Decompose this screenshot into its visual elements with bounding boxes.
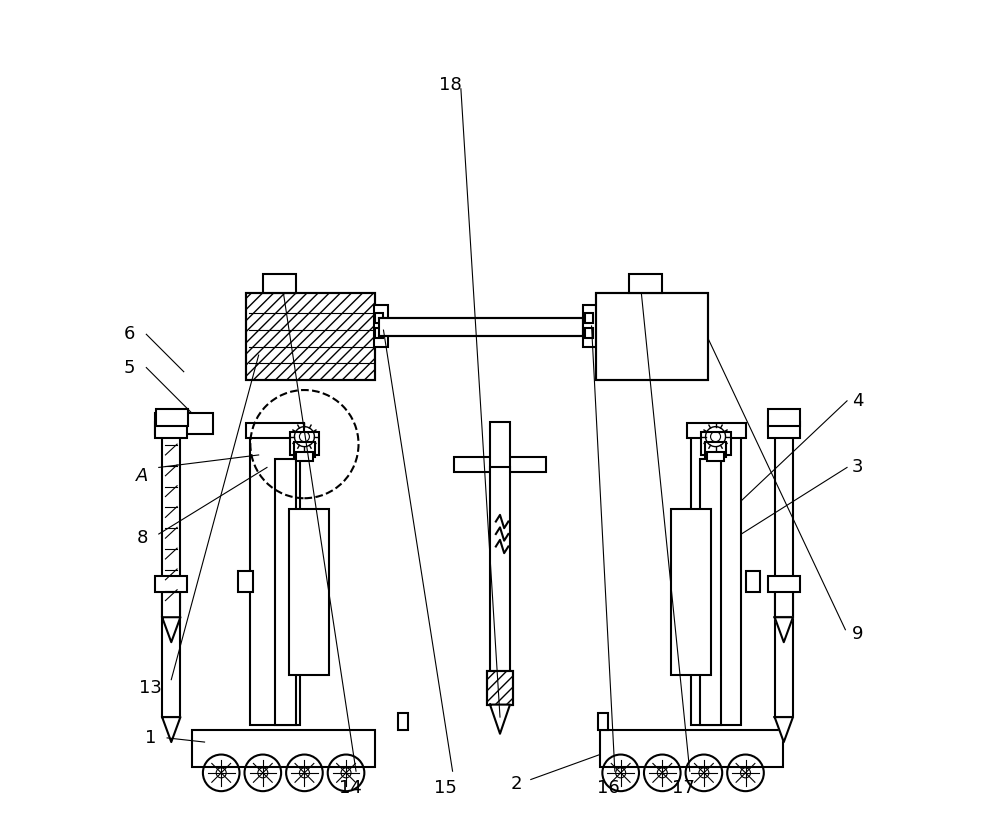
Polygon shape — [490, 705, 510, 734]
Text: 6: 6 — [124, 326, 135, 343]
FancyBboxPatch shape — [374, 305, 388, 347]
FancyBboxPatch shape — [375, 313, 383, 323]
FancyBboxPatch shape — [454, 457, 546, 472]
FancyBboxPatch shape — [600, 730, 783, 767]
FancyBboxPatch shape — [156, 409, 188, 426]
FancyBboxPatch shape — [596, 292, 708, 380]
FancyBboxPatch shape — [192, 730, 375, 767]
FancyBboxPatch shape — [162, 434, 180, 617]
FancyBboxPatch shape — [701, 432, 731, 455]
FancyBboxPatch shape — [598, 713, 608, 730]
Text: 3: 3 — [852, 458, 864, 477]
Text: 16: 16 — [597, 779, 620, 797]
FancyBboxPatch shape — [746, 571, 760, 592]
FancyBboxPatch shape — [294, 442, 315, 457]
FancyBboxPatch shape — [250, 426, 300, 726]
FancyBboxPatch shape — [289, 509, 329, 676]
Polygon shape — [162, 717, 180, 742]
FancyBboxPatch shape — [768, 409, 800, 426]
FancyBboxPatch shape — [398, 713, 408, 730]
Text: 13: 13 — [139, 679, 162, 697]
FancyBboxPatch shape — [490, 468, 510, 676]
FancyBboxPatch shape — [275, 459, 296, 726]
FancyBboxPatch shape — [687, 423, 746, 438]
Polygon shape — [775, 717, 793, 742]
Polygon shape — [775, 617, 793, 642]
Polygon shape — [162, 617, 180, 642]
FancyBboxPatch shape — [379, 317, 583, 336]
FancyBboxPatch shape — [585, 313, 593, 323]
FancyBboxPatch shape — [629, 275, 662, 292]
FancyBboxPatch shape — [155, 575, 187, 592]
Text: 17: 17 — [672, 779, 695, 797]
Text: 1: 1 — [145, 729, 156, 746]
Text: 4: 4 — [852, 392, 864, 410]
Text: 5: 5 — [124, 358, 135, 377]
Text: 9: 9 — [852, 625, 864, 643]
Text: 18: 18 — [439, 76, 461, 94]
FancyBboxPatch shape — [585, 328, 593, 338]
FancyBboxPatch shape — [290, 432, 319, 455]
FancyBboxPatch shape — [162, 592, 180, 717]
FancyBboxPatch shape — [775, 434, 793, 617]
FancyBboxPatch shape — [375, 328, 383, 338]
FancyBboxPatch shape — [246, 423, 304, 438]
FancyBboxPatch shape — [487, 671, 513, 705]
FancyBboxPatch shape — [691, 426, 741, 726]
Text: 15: 15 — [434, 779, 457, 797]
FancyBboxPatch shape — [705, 442, 726, 457]
FancyBboxPatch shape — [238, 571, 253, 592]
Text: 14: 14 — [339, 779, 362, 797]
FancyBboxPatch shape — [768, 422, 800, 438]
Text: 2: 2 — [511, 775, 522, 792]
FancyBboxPatch shape — [768, 575, 800, 592]
FancyBboxPatch shape — [583, 305, 598, 347]
FancyBboxPatch shape — [700, 459, 721, 726]
FancyBboxPatch shape — [775, 592, 793, 717]
FancyBboxPatch shape — [671, 509, 711, 676]
Text: 8: 8 — [136, 529, 148, 547]
FancyBboxPatch shape — [246, 292, 375, 380]
FancyBboxPatch shape — [707, 453, 724, 461]
FancyBboxPatch shape — [155, 422, 187, 438]
FancyBboxPatch shape — [155, 413, 213, 434]
FancyBboxPatch shape — [263, 275, 296, 292]
Text: A: A — [136, 467, 148, 485]
FancyBboxPatch shape — [490, 422, 510, 472]
FancyBboxPatch shape — [296, 453, 313, 461]
